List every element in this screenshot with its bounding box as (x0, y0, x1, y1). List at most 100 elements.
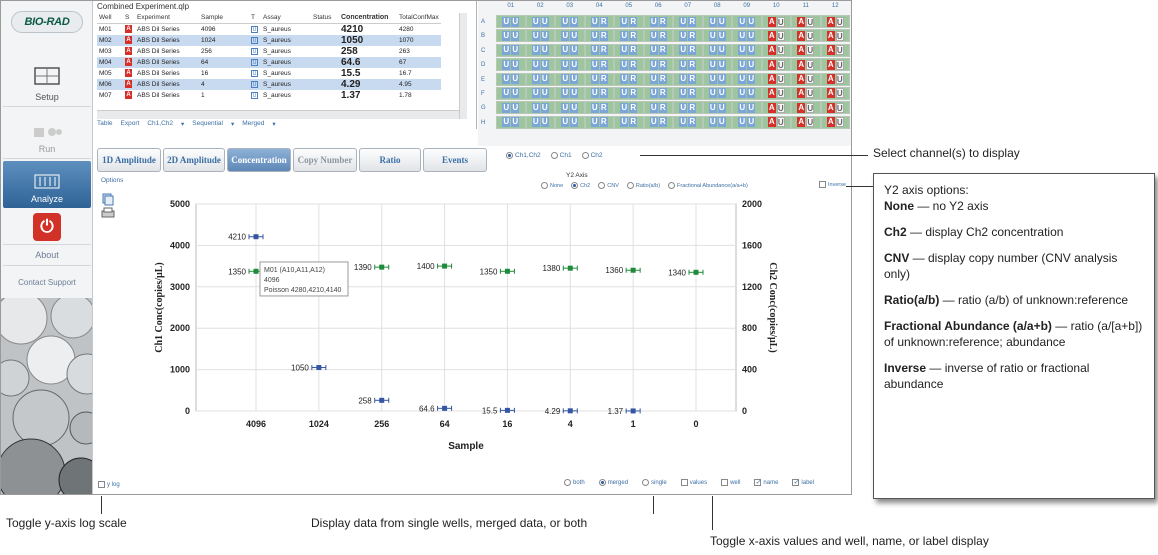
col-header-status[interactable]: Status (311, 13, 339, 24)
plate-row-header[interactable]: G (481, 105, 486, 112)
values-checkbox[interactable]: values (680, 479, 707, 486)
tab-ratio[interactable]: Ratio (359, 148, 421, 172)
col-header-assay[interactable]: Assay (261, 13, 311, 24)
col-header-well[interactable]: Well (97, 13, 123, 24)
sequential-dropdown[interactable]: Sequential (192, 120, 223, 127)
plate-col-header[interactable]: 04 (595, 3, 603, 9)
plate-col-header[interactable]: 02 (536, 3, 544, 9)
mode-merged-radio[interactable]: merged (598, 479, 628, 486)
print-icon[interactable] (101, 207, 115, 218)
table-row[interactable]: M03 A ABS Dil Series 256 U S_aureus 258 263 (97, 46, 441, 57)
table-row[interactable]: M07 A ABS Dil Series 1 U S_aureus 1.37 1.78 (97, 90, 441, 101)
col-header-type[interactable]: T (249, 13, 261, 24)
tab-1d-amplitude[interactable]: 1D Amplitude (97, 148, 161, 172)
plate-row-header[interactable]: B (481, 33, 486, 40)
radio-ch2[interactable]: Ch2 (581, 152, 603, 159)
col-header-total[interactable]: TotalConfMax (397, 13, 441, 24)
power-icon[interactable]: ⏻ (33, 213, 61, 241)
plate-row-header[interactable]: H (481, 119, 486, 126)
ylog-checkbox[interactable]: y log (98, 481, 120, 488)
plate-col-header[interactable]: 06 (654, 3, 662, 9)
table-row[interactable]: M04 A ABS Dil Series 64 U S_aureus 64.6 67 (97, 56, 441, 68)
table-horizontal-scrollbar[interactable] (97, 110, 459, 119)
merged-dropdown[interactable]: Merged (242, 120, 265, 127)
name-checkbox[interactable]: ✓ name (754, 479, 779, 487)
nav-analyze[interactable]: Analyze (3, 161, 91, 208)
y2-ratio-radio[interactable]: Ratio(a/b) (626, 182, 660, 189)
chevron-down-icon[interactable]: ▾ (272, 120, 276, 128)
nav-run[interactable]: Run (3, 109, 91, 159)
table-row[interactable]: M06 A ABS Dil Series 4 U S_aureus 4.29 4.95 (97, 78, 441, 90)
nav-about[interactable]: About (3, 244, 91, 266)
col-header-concentration[interactable]: Concentration (339, 13, 397, 24)
label-checkbox[interactable]: ✓ label (792, 479, 815, 487)
table-row[interactable]: M01 A ABS Dil Series 4096 U S_aureus 4210 4280 (97, 23, 441, 35)
inverse-checkbox[interactable]: Inverse (819, 181, 846, 188)
y2-cnv-radio[interactable]: CNV (598, 182, 619, 189)
col-header-experiment[interactable]: Experiment (135, 13, 199, 24)
col-header-sample[interactable]: Sample (199, 13, 249, 24)
